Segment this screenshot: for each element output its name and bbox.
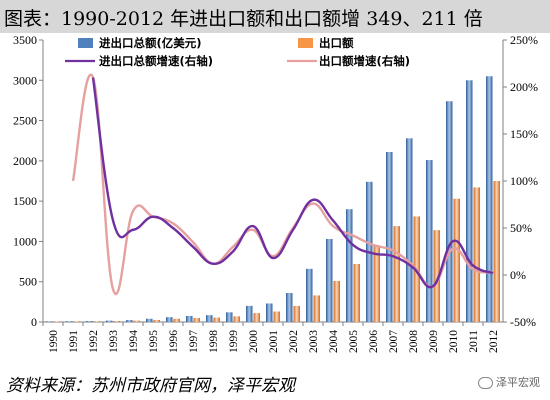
x-tick-label: 2004: [328, 330, 340, 353]
y-left-tick-label: 2500: [13, 114, 37, 128]
y-left-tick-label: 1500: [13, 194, 37, 208]
wechat-icon: [478, 377, 493, 389]
x-tick-label: 1993: [108, 330, 120, 353]
bar-total: [166, 317, 173, 322]
legend-swatch-total: [78, 38, 93, 48]
x-tick-label: 1991: [68, 330, 80, 353]
bar-total: [486, 76, 493, 322]
bar-export: [433, 230, 440, 322]
bar-total: [126, 320, 133, 322]
x-tick-label: 2003: [308, 330, 320, 353]
x-tick-label: 1992: [88, 330, 100, 353]
bar-total: [246, 305, 253, 322]
legend-label-total: 进出口总额(亿美元): [99, 36, 202, 50]
x-tick-label: 2008: [408, 330, 420, 353]
x-tick-label: 2007: [388, 330, 400, 353]
x-tick-label: 1996: [168, 330, 180, 353]
bar-export: [233, 316, 240, 322]
bar-export: [173, 318, 180, 322]
bar-total: [446, 101, 453, 322]
bar-export: [273, 311, 280, 322]
bar-total: [46, 321, 53, 322]
legend-label-export: 出口额: [319, 36, 354, 50]
watermark-text: 泽平宏观: [496, 376, 540, 389]
title-bar: 图表：1990-2012 年进出口额和出口额增 349、211 倍: [0, 0, 550, 33]
bar-export: [53, 321, 60, 322]
x-tick-label: 1997: [188, 330, 200, 353]
x-tick-label: 1998: [208, 330, 220, 353]
y-right-tick-label: 150%: [510, 127, 538, 141]
bar-export: [473, 187, 480, 322]
bar-export: [333, 280, 340, 322]
bar-export: [353, 263, 360, 322]
x-tick-label: 2011: [468, 330, 480, 353]
chart-title: 图表：1990-2012 年进出口额和出口额增 349、211 倍: [4, 8, 483, 30]
bar-total: [466, 80, 473, 323]
y-left-tick-label: 2000: [13, 154, 37, 168]
bar-total: [386, 151, 393, 322]
x-tick-label: 2001: [268, 330, 280, 353]
x-tick-label: 2009: [428, 330, 440, 353]
y-right-tick-label: -50%: [510, 315, 536, 329]
bar-total: [266, 303, 273, 322]
y-right-tick-label: 100%: [510, 174, 538, 188]
bar-total: [206, 315, 213, 322]
bar-total: [306, 268, 313, 322]
bar-total: [186, 315, 193, 322]
x-tick-label: 1994: [128, 330, 140, 353]
bar-export: [73, 321, 80, 322]
source-note: 资料来源：苏州市政府官网，泽平宏观: [6, 376, 295, 396]
legend: 进出口总额(亿美元) 出口额 进出口总额增速(右轴) 出口额增速(右轴): [65, 36, 410, 68]
bar-export: [213, 317, 220, 322]
bar-export: [153, 319, 160, 322]
legend-label-total-growth: 进出口总额增速(右轴): [99, 54, 213, 68]
legend-swatch-export: [298, 38, 313, 48]
bar-export: [373, 245, 380, 322]
y-left-tick-label: 1000: [13, 234, 37, 248]
y-right-tick-label: 50%: [510, 221, 532, 235]
watermark: 泽平宏观: [478, 374, 540, 390]
bar-export: [253, 313, 260, 322]
bar-total: [106, 320, 113, 322]
y-left-tick-label: 3500: [13, 33, 37, 47]
bar-export: [293, 305, 300, 322]
bar-export: [313, 295, 320, 322]
legend-label-export-growth: 出口额增速(右轴): [319, 54, 410, 68]
x-tick-label: 2005: [348, 330, 360, 353]
x-tick-label: 2000: [248, 330, 260, 353]
y-left-tick-label: 0: [31, 315, 37, 329]
bar-total: [346, 209, 353, 322]
bar-total: [226, 312, 233, 322]
x-tick-label: 1990: [48, 330, 60, 353]
x-tick-label: 1995: [148, 330, 160, 353]
bar-export: [93, 321, 100, 322]
bar-total: [146, 318, 153, 322]
bar-export: [493, 181, 500, 322]
y-right-tick-label: 250%: [510, 33, 538, 47]
combo-chart: 0 500 1000 1500 2000 2500 3000 3500 -50% 0% 50% 100…: [13, 33, 538, 353]
bar-export: [193, 317, 200, 322]
line-total-growth: [91, 77, 494, 289]
y-left-tick-label: 500: [19, 275, 37, 289]
bar-total: [66, 321, 73, 322]
bar-total: [86, 321, 93, 322]
bar-total: [286, 292, 293, 322]
x-tick-label: 2002: [288, 330, 300, 353]
bar-total: [426, 160, 433, 322]
x-tick-label: 2010: [448, 330, 460, 353]
bar-total: [406, 138, 413, 322]
bar-export: [453, 198, 460, 322]
bar-export: [133, 320, 140, 322]
x-tick-label: 1999: [228, 330, 240, 353]
bar-export: [393, 226, 400, 322]
bar-total: [326, 239, 333, 322]
x-tick-label: 2012: [488, 330, 500, 353]
y-right-tick-label: 200%: [510, 80, 538, 94]
bar-export: [113, 321, 120, 322]
x-tick-label: 2006: [368, 330, 380, 353]
y-right-tick-label: 0%: [510, 268, 526, 282]
y-left-tick-label: 3000: [13, 73, 37, 87]
plot-area: 0 500 1000 1500 2000 2500 3000 3500 -50% 0% 50% 100…: [13, 33, 538, 353]
